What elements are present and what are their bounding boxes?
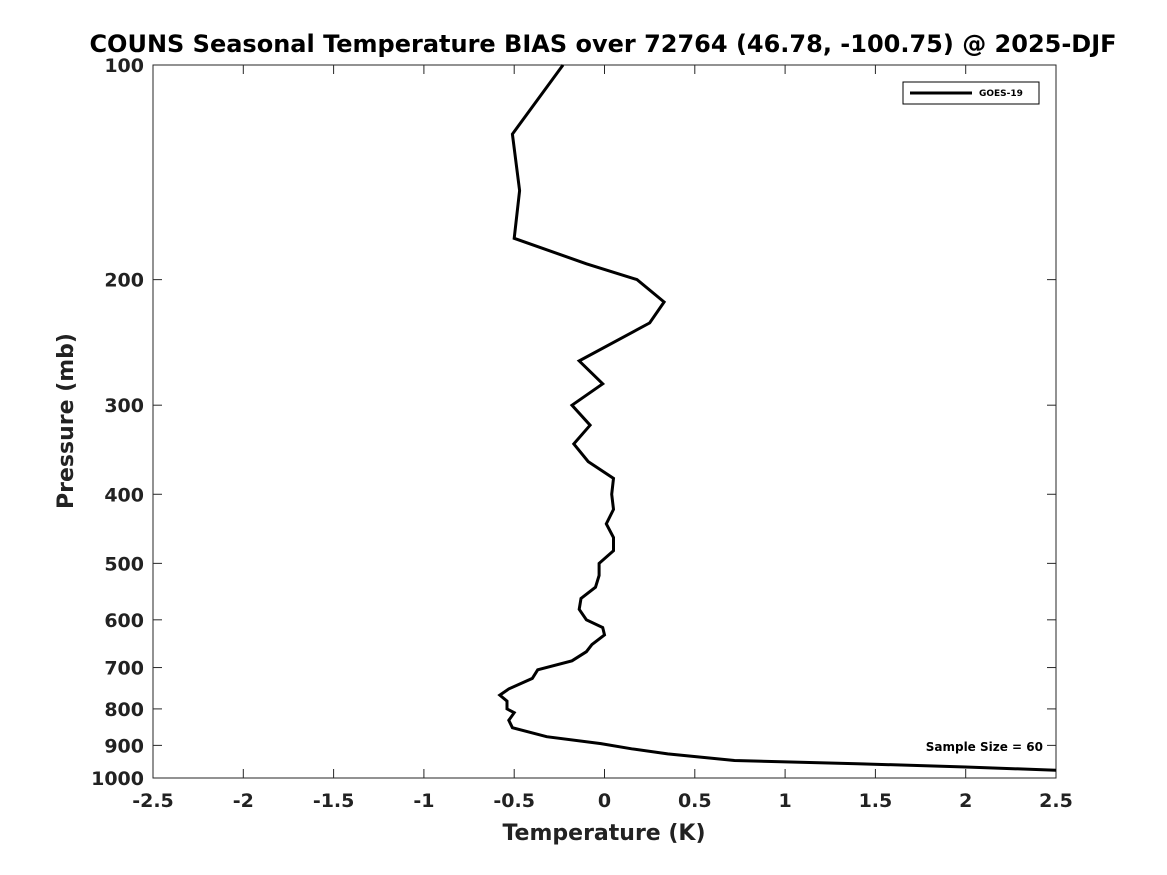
y-tick-label: 100 (104, 55, 144, 77)
y-tick-label: 700 (104, 658, 144, 680)
y-tick-label: 500 (104, 553, 144, 575)
series-line-goes-19 (497, 64, 1057, 772)
x-tick-label: -1.5 (313, 790, 355, 812)
x-axis-ticks: -2.5 -2 -1.5 -1 -0.5 0 0.5 1 1.5 2 2.5 (132, 65, 1073, 812)
x-tick-label: 1 (778, 790, 791, 812)
series-layer (497, 64, 1057, 772)
legend: GOES-19 (902, 81, 1040, 105)
y-tick-label: 900 (104, 735, 144, 757)
y-axis-label: Pressure (mb) (54, 333, 79, 509)
x-tick-label: -2 (233, 790, 254, 812)
x-tick-label: -2.5 (132, 790, 174, 812)
chart-title: COUNS Seasonal Temperature BIAS over 727… (89, 30, 1116, 58)
y-tick-label: 600 (104, 610, 144, 632)
legend-label-goes-19: GOES-19 (979, 89, 1023, 99)
x-tick-label: 0 (598, 790, 611, 812)
x-tick-label: -0.5 (493, 790, 535, 812)
sample-size-annotation: Sample Size = 60 (926, 740, 1043, 754)
y-tick-label: 800 (104, 699, 144, 721)
y-axis-ticks: 100 200 300 400 500 600 700 800 900 1000 (91, 55, 1056, 790)
x-tick-label: 1.5 (859, 790, 893, 812)
y-tick-label: 1000 (91, 768, 144, 790)
y-tick-label: 200 (104, 270, 144, 292)
x-tick-label: 0.5 (678, 790, 712, 812)
x-tick-label: -1 (413, 790, 434, 812)
plot-frame (152, 64, 1057, 779)
y-tick-label: 300 (104, 395, 144, 417)
x-tick-label: 2.5 (1039, 790, 1073, 812)
x-tick-label: 2 (959, 790, 972, 812)
x-axis-label: Temperature (K) (502, 821, 705, 846)
y-tick-label: 400 (104, 484, 144, 506)
